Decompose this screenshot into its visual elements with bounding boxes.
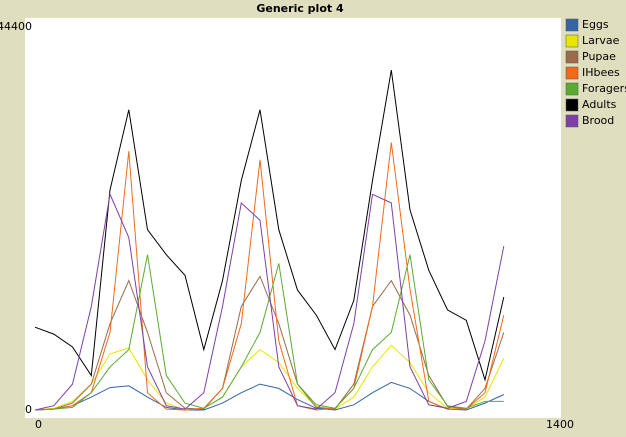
legend-label: Brood xyxy=(582,114,614,127)
legend-swatch xyxy=(565,98,579,112)
series-line xyxy=(34,275,505,411)
legend-label: Eggs xyxy=(582,18,609,31)
legend-swatch xyxy=(565,82,579,96)
legend-swatch xyxy=(565,66,579,80)
x-tick-label: 0 xyxy=(35,418,42,431)
legend-label: Foragers xyxy=(582,82,626,95)
x-tick-label: 1400 xyxy=(546,418,574,431)
chart-title: Generic plot 4 xyxy=(256,2,344,15)
series-line xyxy=(34,142,505,411)
legend-swatch xyxy=(565,50,579,64)
legend-swatch xyxy=(565,114,579,128)
legend-label: IHbees xyxy=(582,66,620,79)
legend-label: Larvae xyxy=(582,34,620,47)
y-tick-label: 0 xyxy=(25,403,32,416)
legend-swatch xyxy=(565,18,579,32)
series-line xyxy=(34,254,504,411)
y-tick-label: 44400 xyxy=(0,20,32,33)
plot-area xyxy=(25,18,561,418)
legend-label: Pupae xyxy=(582,50,616,63)
series-line xyxy=(34,192,505,411)
legend-swatch xyxy=(565,34,579,48)
series-line xyxy=(34,70,505,382)
series-line xyxy=(34,344,505,411)
legend-label: Adults xyxy=(582,98,617,111)
